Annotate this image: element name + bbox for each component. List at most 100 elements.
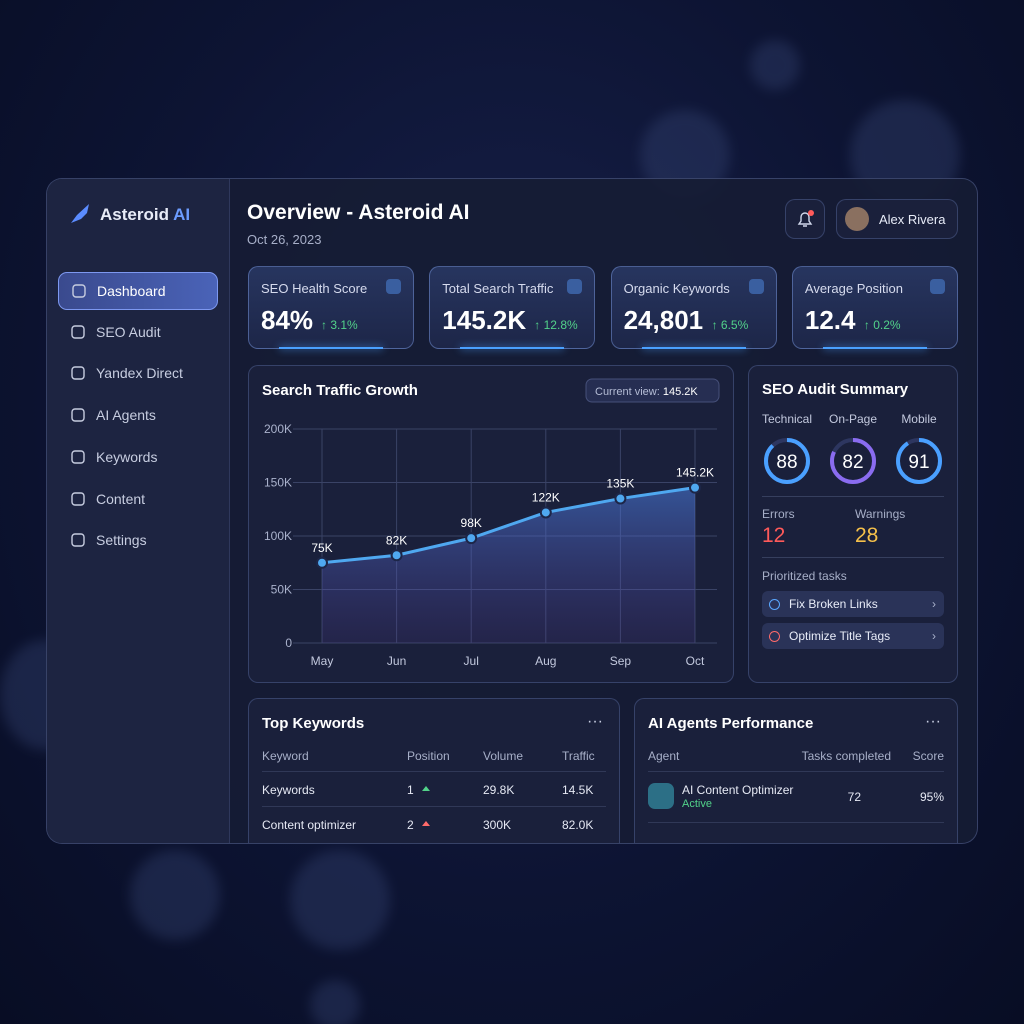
score-rings: Technical 88 On-Page 82 Mobile 91 <box>762 412 942 484</box>
nav-item[interactable]: Keywords <box>58 439 216 475</box>
nav-label: Keywords <box>96 448 158 465</box>
kpi-change: ↑ 3.1% <box>321 318 358 332</box>
kpi-value: 145.2K <box>442 305 527 335</box>
kpi-label: Organic Keywords <box>623 281 730 296</box>
nav-item[interactable]: Yandex Direct <box>58 355 216 391</box>
nav-item[interactable]: Settings <box>58 522 216 558</box>
kpi-icon <box>929 279 945 294</box>
nav-item[interactable]: SEO Audit <box>58 314 216 350</box>
audit-title: SEO Audit Summary <box>762 381 909 398</box>
chevron: › <box>932 597 936 611</box>
kpi-icon <box>386 279 401 294</box>
divider <box>762 496 944 497</box>
kpi-glow <box>279 347 383 349</box>
data-label: 75K <box>311 541 332 555</box>
kpi-value: 12.4 <box>804 305 856 335</box>
point <box>316 556 328 569</box>
nav-label: Content <box>96 490 146 507</box>
table-row: Keywords 1 29.8K 14.5K <box>262 771 606 807</box>
nav-label: AI Agents <box>96 407 156 424</box>
keywords-card: Top Keywords ··· Keyword Position Volume Tr… <box>248 698 620 843</box>
kpi-change: ↑ 0.2% <box>863 318 901 332</box>
point <box>465 532 478 545</box>
area <box>322 487 695 643</box>
kpi-glow <box>641 347 746 349</box>
nav-icon <box>71 533 85 547</box>
nav-label: SEO Audit <box>96 323 161 340</box>
page-title: Overview - Asteroid AI <box>247 201 470 224</box>
kpi-glow <box>460 347 565 349</box>
nav-label: Yandex Direct <box>96 365 183 382</box>
task-item[interactable]: Optimize Title Tags › <box>762 623 944 649</box>
line <box>321 486 696 565</box>
icon-shape <box>71 324 85 339</box>
table-cell: 2 <box>407 818 414 832</box>
view-dropdown[interactable] <box>585 378 720 403</box>
icon-shape <box>71 491 85 506</box>
task-icon <box>769 630 780 642</box>
errors-label: Errors <box>762 507 795 521</box>
brand-accent: AI <box>173 205 191 224</box>
point <box>539 506 552 519</box>
kpi-glow <box>822 347 927 349</box>
kpi-value: 24,801 <box>623 305 704 335</box>
nav-icon <box>71 366 85 381</box>
date: Oct 26, 2023 <box>247 232 322 247</box>
table-cell: 1 <box>407 783 414 797</box>
icon-shape <box>71 366 85 381</box>
point <box>614 492 627 505</box>
data-label: 135K <box>606 477 634 491</box>
data-label: 145.2K <box>676 466 714 480</box>
point <box>390 549 403 562</box>
nav-item[interactable]: Dashboard <box>58 272 218 310</box>
task-item[interactable]: Fix Broken Links › <box>762 591 944 617</box>
errors-value: 12 <box>762 524 786 547</box>
view-value: 145.2K <box>663 386 699 398</box>
score-value: 91 <box>908 452 929 473</box>
nav-label: Settings <box>96 532 147 549</box>
trend-icon <box>422 821 430 826</box>
score-value: 88 <box>776 452 797 473</box>
bokeh <box>130 850 220 940</box>
kpi-card: SEO Health Score 84% ↑ 3.1% <box>248 266 414 349</box>
agent-tasks: 72 <box>847 790 861 804</box>
table-row: Content optimizer 2 300K 82.0K <box>262 806 606 842</box>
chevron: › <box>932 629 936 643</box>
more-button[interactable]: ··· <box>925 713 941 730</box>
y-tick-label: 100K <box>264 529 292 543</box>
data-label: 98K <box>461 516 482 530</box>
brand: Asteroid AI <box>100 205 190 225</box>
ring-arc <box>896 438 942 484</box>
traffic-chart-card: Search Traffic Growth Current view: 145.… <box>248 365 734 683</box>
nav-label: Dashboard <box>97 283 166 299</box>
notifications-button[interactable] <box>785 199 825 239</box>
kpi-card: Organic Keywords 24,801 ↑ 6.5% <box>610 266 777 349</box>
logo-icon <box>71 204 89 223</box>
x-tick-label: Oct <box>686 654 705 668</box>
more-button[interactable]: ··· <box>587 713 603 730</box>
table-cell: 82.0K <box>562 818 594 832</box>
view-label: Current view: <box>595 386 660 398</box>
agent-status: Active <box>682 798 712 810</box>
nav-item[interactable]: Content <box>58 481 216 517</box>
point <box>689 481 701 494</box>
data-label: 122K <box>532 490 560 504</box>
score-label: Mobile <box>901 412 937 426</box>
column-header: Volume <box>483 749 524 763</box>
user-menu[interactable]: Alex Rivera <box>836 199 958 239</box>
bokeh <box>750 40 800 90</box>
tasks-title: Prioritized tasks <box>762 569 847 583</box>
data-label: 82K <box>386 533 407 547</box>
divider <box>762 557 944 558</box>
chart-title: Search Traffic Growth <box>262 382 418 399</box>
agents-card: AI Agents Performance ··· Agent Tasks com… <box>634 698 958 843</box>
kpi-change: ↑ 6.5% <box>711 318 749 332</box>
score-value: 82 <box>842 452 863 473</box>
avatar <box>845 207 869 231</box>
nav-item[interactable]: AI Agents <box>58 397 216 433</box>
table-cell: Content optimizer <box>262 818 357 832</box>
agent-score: 95% <box>919 790 944 804</box>
kpi-label: SEO Health Score <box>261 281 368 296</box>
nav-icon <box>71 450 85 464</box>
